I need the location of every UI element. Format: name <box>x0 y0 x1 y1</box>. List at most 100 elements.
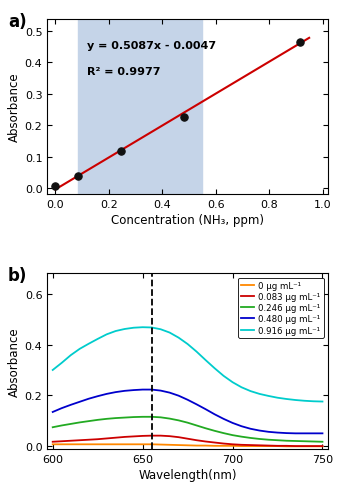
0.246 μg mL⁻¹ <box>168 416 172 422</box>
0.480 μg mL⁻¹ <box>248 426 252 432</box>
0 μg mL⁻¹ <box>131 442 136 447</box>
0 μg mL⁻¹ <box>51 442 55 447</box>
0.083 μg mL⁻¹ <box>258 443 262 448</box>
0.083 μg mL⁻¹ <box>51 439 55 445</box>
0.246 μg mL⁻¹ <box>221 430 225 436</box>
Point <box>181 114 186 122</box>
0.083 μg mL⁻¹ <box>87 437 91 443</box>
0.083 μg mL⁻¹ <box>221 441 225 447</box>
0.083 μg mL⁻¹ <box>231 442 235 447</box>
0.480 μg mL⁻¹ <box>221 416 225 422</box>
0 μg mL⁻¹ <box>285 444 289 449</box>
0 μg mL⁻¹ <box>293 444 297 449</box>
0.246 μg mL⁻¹ <box>293 438 297 444</box>
0.916 μg mL⁻¹ <box>275 395 280 401</box>
0.916 μg mL⁻¹ <box>96 336 100 342</box>
0.480 μg mL⁻¹ <box>87 396 91 402</box>
0.246 μg mL⁻¹ <box>131 414 136 420</box>
0 μg mL⁻¹ <box>186 443 190 448</box>
0.246 μg mL⁻¹ <box>60 423 64 428</box>
0 μg mL⁻¹ <box>311 444 315 449</box>
0.916 μg mL⁻¹ <box>195 349 199 355</box>
0 μg mL⁻¹ <box>258 443 262 449</box>
0.916 μg mL⁻¹ <box>240 385 244 390</box>
0.916 μg mL⁻¹ <box>266 393 270 399</box>
0.480 μg mL⁻¹ <box>266 429 270 435</box>
0 μg mL⁻¹ <box>248 443 252 449</box>
0.083 μg mL⁻¹ <box>285 443 289 449</box>
0.480 μg mL⁻¹ <box>60 406 64 411</box>
0.083 μg mL⁻¹ <box>195 437 199 443</box>
0.246 μg mL⁻¹ <box>96 417 100 423</box>
Text: b): b) <box>8 266 27 285</box>
0.480 μg mL⁻¹ <box>285 430 289 436</box>
0.083 μg mL⁻¹ <box>213 440 217 446</box>
0.083 μg mL⁻¹ <box>159 433 163 439</box>
Line: 0.480 μg mL⁻¹: 0.480 μg mL⁻¹ <box>53 390 322 433</box>
0.916 μg mL⁻¹ <box>258 391 262 397</box>
0.916 μg mL⁻¹ <box>213 366 217 371</box>
0.916 μg mL⁻¹ <box>311 399 315 405</box>
0.083 μg mL⁻¹ <box>131 433 136 439</box>
0 μg mL⁻¹ <box>221 443 225 449</box>
0.246 μg mL⁻¹ <box>150 414 154 420</box>
Line: 0.083 μg mL⁻¹: 0.083 μg mL⁻¹ <box>53 436 322 446</box>
0.916 μg mL⁻¹ <box>221 373 225 379</box>
0.480 μg mL⁻¹ <box>51 409 55 415</box>
0.916 μg mL⁻¹ <box>51 367 55 373</box>
0 μg mL⁻¹ <box>87 442 91 447</box>
0.480 μg mL⁻¹ <box>275 430 280 436</box>
0.916 μg mL⁻¹ <box>114 328 118 334</box>
0.083 μg mL⁻¹ <box>275 443 280 449</box>
0.083 μg mL⁻¹ <box>311 443 315 449</box>
0.246 μg mL⁻¹ <box>311 439 315 445</box>
0.480 μg mL⁻¹ <box>303 430 307 436</box>
0.916 μg mL⁻¹ <box>105 332 109 338</box>
0.480 μg mL⁻¹ <box>203 407 208 412</box>
0 μg mL⁻¹ <box>203 443 208 448</box>
0.083 μg mL⁻¹ <box>293 443 297 449</box>
0.480 μg mL⁻¹ <box>141 387 145 393</box>
0 μg mL⁻¹ <box>195 443 199 448</box>
0.916 μg mL⁻¹ <box>248 388 252 394</box>
0.246 μg mL⁻¹ <box>240 434 244 440</box>
0.480 μg mL⁻¹ <box>123 388 127 394</box>
0.246 μg mL⁻¹ <box>203 426 208 431</box>
X-axis label: Concentration (NH₃, ppm): Concentration (NH₃, ppm) <box>111 214 264 227</box>
0.480 μg mL⁻¹ <box>213 411 217 417</box>
0.083 μg mL⁻¹ <box>114 435 118 441</box>
0.083 μg mL⁻¹ <box>150 433 154 439</box>
0.916 μg mL⁻¹ <box>60 360 64 366</box>
0.480 μg mL⁻¹ <box>231 420 235 426</box>
Text: y = 0.5087x - 0.0047: y = 0.5087x - 0.0047 <box>87 41 216 51</box>
Point <box>53 183 58 191</box>
Point <box>75 173 80 181</box>
0.083 μg mL⁻¹ <box>123 434 127 440</box>
0.246 μg mL⁻¹ <box>159 414 163 420</box>
0.480 μg mL⁻¹ <box>293 430 297 436</box>
0.916 μg mL⁻¹ <box>203 357 208 363</box>
0.246 μg mL⁻¹ <box>195 423 199 428</box>
0.480 μg mL⁻¹ <box>105 391 109 397</box>
0.246 μg mL⁻¹ <box>231 432 235 438</box>
0.916 μg mL⁻¹ <box>320 399 324 405</box>
0 μg mL⁻¹ <box>141 442 145 447</box>
0.246 μg mL⁻¹ <box>87 418 91 424</box>
0.480 μg mL⁻¹ <box>78 399 82 405</box>
0.916 μg mL⁻¹ <box>159 326 163 332</box>
0.246 μg mL⁻¹ <box>105 416 109 422</box>
0.916 μg mL⁻¹ <box>69 352 73 358</box>
0 μg mL⁻¹ <box>266 443 270 449</box>
0.083 μg mL⁻¹ <box>78 437 82 443</box>
0.916 μg mL⁻¹ <box>123 326 127 332</box>
0.480 μg mL⁻¹ <box>186 397 190 403</box>
Line: 0.916 μg mL⁻¹: 0.916 μg mL⁻¹ <box>53 327 322 402</box>
0 μg mL⁻¹ <box>105 442 109 447</box>
0 μg mL⁻¹ <box>231 443 235 449</box>
0.083 μg mL⁻¹ <box>141 433 145 439</box>
0.916 μg mL⁻¹ <box>285 396 289 402</box>
0.246 μg mL⁻¹ <box>51 425 55 430</box>
0 μg mL⁻¹ <box>176 442 180 448</box>
0 μg mL⁻¹ <box>114 442 118 447</box>
0.246 μg mL⁻¹ <box>114 415 118 421</box>
